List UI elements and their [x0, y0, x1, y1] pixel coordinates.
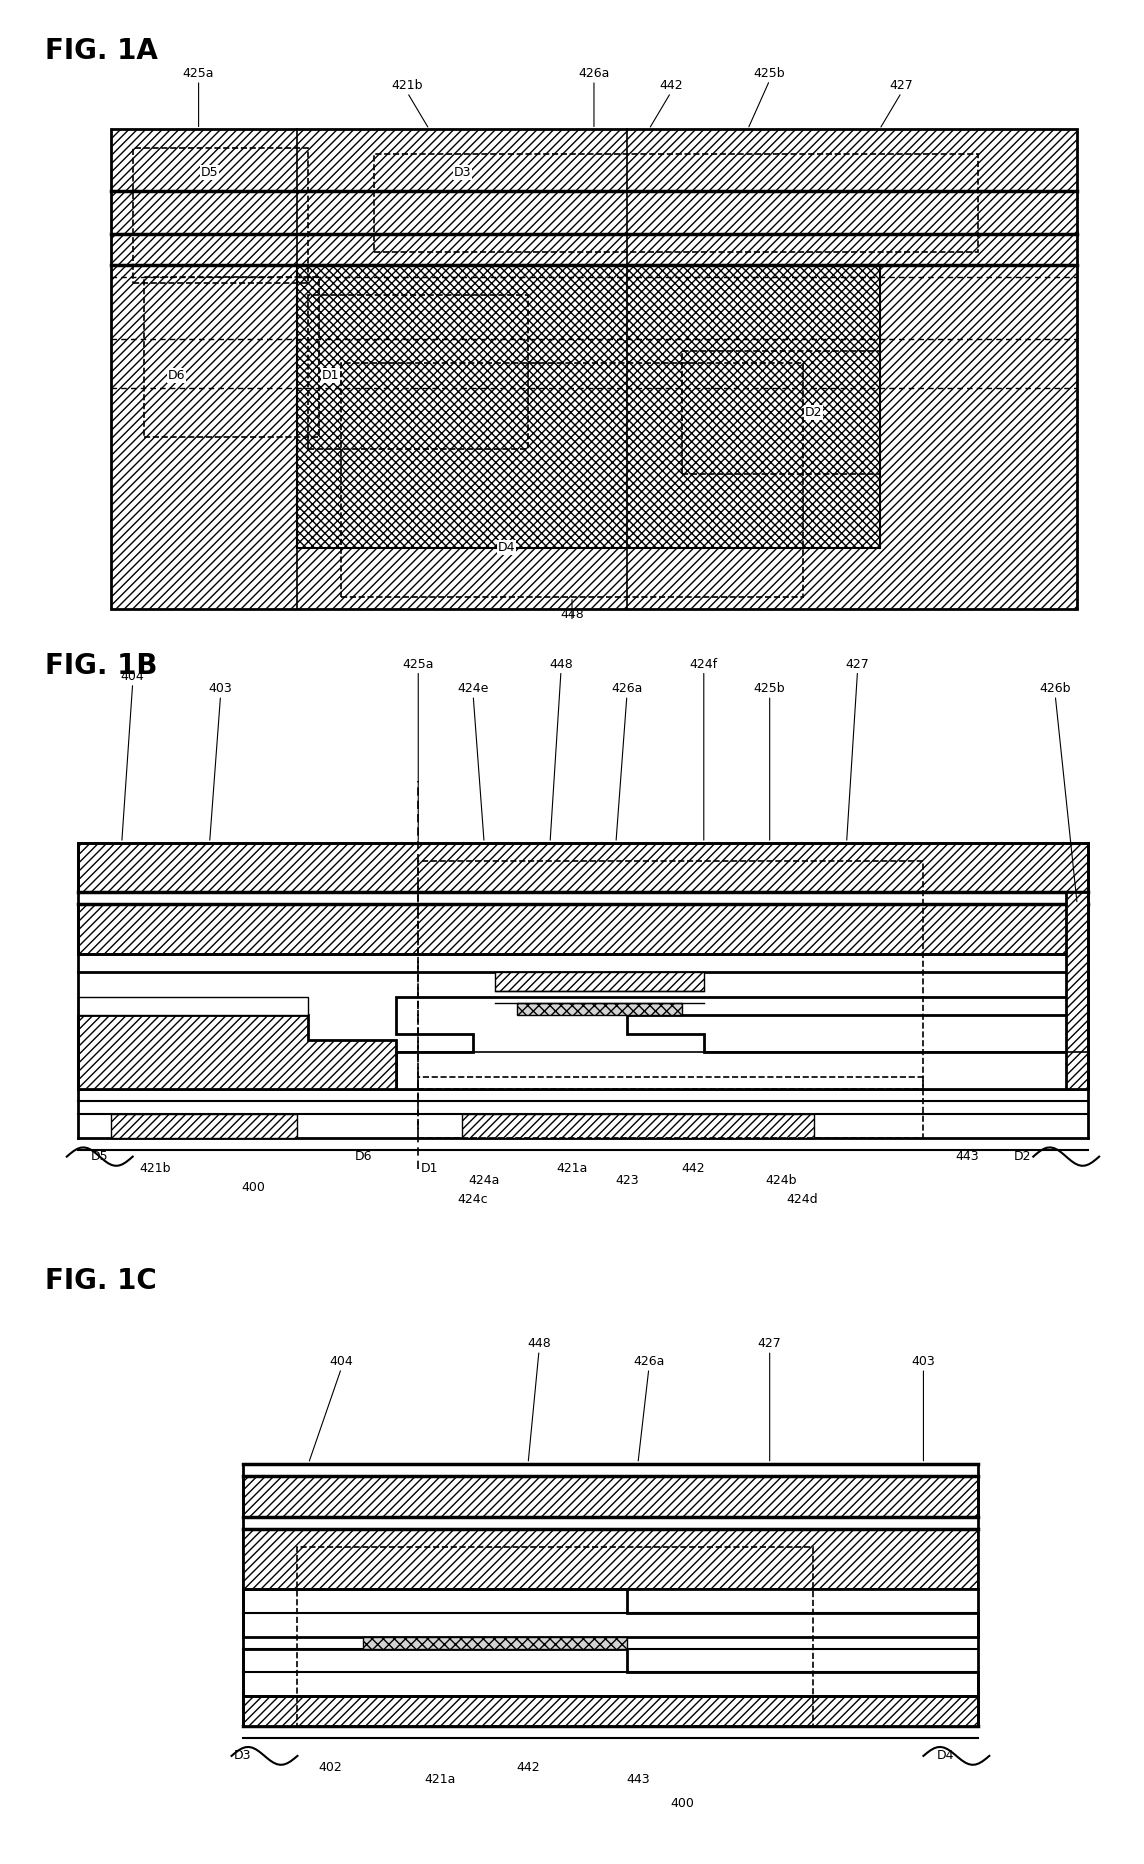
- Text: 426b: 426b: [1040, 682, 1071, 695]
- Bar: [297, 1547, 812, 1726]
- Polygon shape: [78, 997, 309, 1016]
- Text: 425a: 425a: [183, 67, 214, 80]
- Text: 426a: 426a: [611, 682, 643, 695]
- Text: D1: D1: [421, 1161, 438, 1174]
- Text: 400: 400: [241, 1180, 265, 1193]
- Text: D1: D1: [321, 369, 339, 382]
- Text: 424d: 424d: [787, 1193, 818, 1206]
- Text: 424e: 424e: [458, 682, 488, 695]
- Polygon shape: [396, 997, 1088, 1089]
- Polygon shape: [78, 904, 1088, 954]
- Text: 421a: 421a: [556, 1161, 588, 1174]
- Bar: [374, 155, 978, 252]
- Text: FIG. 1B: FIG. 1B: [45, 652, 158, 680]
- Text: D4: D4: [937, 1748, 954, 1761]
- Bar: [144, 278, 319, 436]
- Polygon shape: [517, 1003, 682, 1016]
- Text: 402: 402: [318, 1761, 342, 1775]
- Text: 425b: 425b: [754, 67, 786, 80]
- Text: 425a: 425a: [403, 658, 434, 671]
- Text: 448: 448: [527, 1336, 551, 1350]
- Text: 425b: 425b: [754, 682, 786, 695]
- Polygon shape: [364, 1637, 627, 1648]
- Text: 424c: 424c: [458, 1193, 488, 1206]
- Polygon shape: [243, 1528, 978, 1588]
- Text: 400: 400: [670, 1797, 693, 1810]
- Text: 424a: 424a: [468, 1174, 500, 1187]
- Text: D6: D6: [168, 369, 185, 382]
- Text: D5: D5: [200, 166, 219, 179]
- Text: 448: 448: [549, 658, 573, 671]
- Bar: [682, 350, 880, 473]
- Bar: [341, 363, 803, 596]
- Polygon shape: [243, 1696, 978, 1726]
- Text: 427: 427: [757, 1336, 781, 1350]
- Text: FIG. 1A: FIG. 1A: [45, 37, 158, 65]
- Polygon shape: [243, 1476, 978, 1517]
- Text: 421a: 421a: [424, 1773, 456, 1786]
- Bar: [133, 147, 309, 283]
- Text: D2: D2: [805, 406, 823, 419]
- Polygon shape: [111, 129, 1078, 610]
- Text: 421b: 421b: [138, 1161, 170, 1174]
- Text: D5: D5: [90, 1150, 109, 1163]
- Polygon shape: [243, 1588, 978, 1637]
- Polygon shape: [495, 973, 704, 990]
- Text: 426a: 426a: [633, 1355, 665, 1368]
- Text: D4: D4: [498, 541, 515, 554]
- Text: 442: 442: [659, 80, 683, 93]
- Text: D3: D3: [233, 1748, 252, 1761]
- Text: 443: 443: [955, 1150, 979, 1163]
- Bar: [309, 295, 529, 449]
- Bar: [419, 1077, 923, 1139]
- Text: 421b: 421b: [391, 80, 423, 93]
- Text: D3: D3: [453, 166, 471, 179]
- Polygon shape: [243, 1648, 978, 1696]
- Text: 448: 448: [561, 608, 583, 621]
- Polygon shape: [297, 265, 880, 548]
- Text: 404: 404: [329, 1355, 353, 1368]
- Polygon shape: [78, 843, 1088, 893]
- Polygon shape: [462, 1113, 813, 1139]
- Text: D2: D2: [1014, 1150, 1031, 1163]
- Bar: [419, 861, 923, 1089]
- Text: 426a: 426a: [578, 67, 610, 80]
- Text: 443: 443: [626, 1773, 650, 1786]
- Text: D6: D6: [355, 1150, 372, 1163]
- Polygon shape: [111, 1113, 297, 1139]
- Text: 427: 427: [890, 80, 913, 93]
- Text: 403: 403: [912, 1355, 936, 1368]
- Text: 424f: 424f: [690, 658, 717, 671]
- Text: 403: 403: [208, 682, 232, 695]
- Text: 423: 423: [615, 1174, 638, 1187]
- Text: FIG. 1C: FIG. 1C: [45, 1268, 157, 1295]
- Text: 404: 404: [121, 669, 144, 682]
- Polygon shape: [1066, 893, 1088, 1089]
- Text: 442: 442: [681, 1161, 705, 1174]
- Text: 427: 427: [845, 658, 869, 671]
- Text: 442: 442: [516, 1761, 540, 1775]
- Text: 424b: 424b: [765, 1174, 796, 1187]
- Polygon shape: [78, 1016, 396, 1089]
